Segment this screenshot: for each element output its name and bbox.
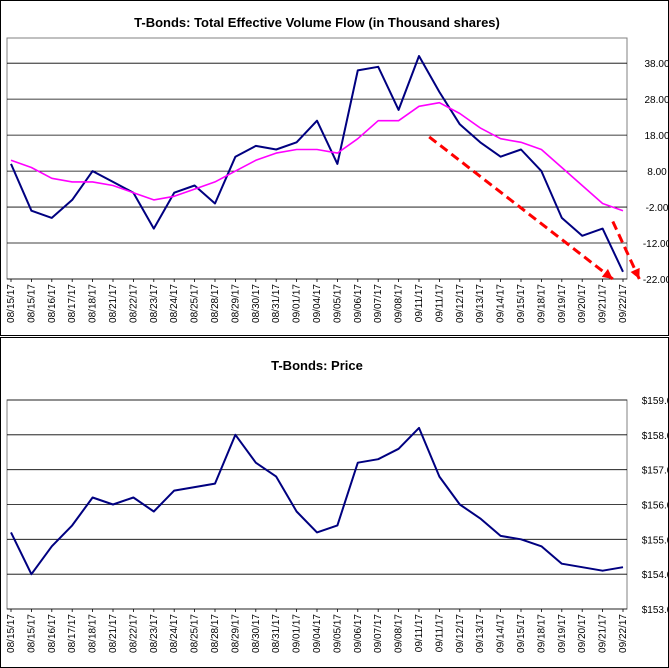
volume-x-tick-label: 09/20/17 (577, 284, 588, 323)
price-chart-panel: T-Bonds: Price $153.0 $154.0 $155.0 $156.0 $1… (0, 337, 669, 668)
price-x-tick-label: 09/12/17 (455, 614, 466, 653)
volume-x-tick-label: 09/18/17 (536, 284, 547, 323)
price-y-tick-label: $157.0 (642, 466, 668, 477)
volume-x-tick-label: 09/15/17 (516, 284, 527, 323)
price-y-tick-label: $159.0 (642, 396, 668, 407)
price-x-tick-label: 09/14/17 (496, 614, 507, 653)
price-x-tick-label: 08/25/17 (190, 614, 201, 653)
volume-x-tick-label: 08/16/17 (47, 284, 58, 323)
volume-x-tick-label: 09/14/17 (496, 284, 507, 323)
price-x-tick-label: 09/04/17 (312, 614, 323, 653)
volume-trend-arrow-head (630, 267, 640, 279)
volume-x-tick-label: 08/21/17 (108, 284, 119, 323)
volume-x-tick-label: 09/04/17 (312, 284, 323, 323)
price-x-tick-label: 08/16/17 (47, 614, 58, 653)
volume-x-tick-label: 09/13/17 (475, 284, 486, 323)
price-x-tick-label: 09/19/17 (557, 614, 568, 653)
price-x-tick-label: 09/07/17 (373, 614, 384, 653)
price-x-tick-label: 09/21/17 (598, 614, 609, 653)
volume-flow-chart: T-Bonds: Total Effective Volume Flow (in… (6, 15, 668, 323)
volume-x-tick-label: 08/25/17 (190, 284, 201, 323)
price-y-tick-label: $156.0 (642, 501, 668, 512)
price-x-tick-label: 09/20/17 (577, 614, 588, 653)
volume-x-tick-label: 08/17/17 (67, 284, 78, 323)
price-x-tick-label: 08/15/17 (26, 614, 37, 653)
price-x-tick-label: 09/13/17 (475, 614, 486, 653)
price-y-tick-label: $154.0 (642, 570, 668, 581)
price-x-tick-label: 08/17/17 (67, 614, 78, 653)
volume-title: T-Bonds: Total Effective Volume Flow (in… (134, 15, 500, 30)
volume-trend-arrow-line (428, 135, 614, 281)
volume-x-tick-label: 09/07/17 (373, 284, 384, 323)
price-x-tick-label: 09/18/17 (536, 614, 547, 653)
volume-x-tick-label: 08/15/17 (26, 284, 37, 323)
price-x-tick-label: 08/23/17 (149, 614, 160, 653)
price-x-tick-label: 09/11/17 (434, 614, 445, 653)
volume-trend-arrow-head (601, 268, 613, 279)
price-x-tick-label: 09/06/17 (353, 614, 364, 653)
volume-y-tick-label: -2.00 (646, 203, 668, 214)
volume-x-tick-label: 08/24/17 (169, 284, 180, 323)
price-x-tick-label: 09/01/17 (292, 614, 303, 653)
volume-x-tick-label: 08/15/17 (6, 284, 17, 323)
volume-x-tick-label: 08/31/17 (271, 284, 282, 323)
volume-x-tick-label: 08/22/17 (128, 284, 139, 323)
volume-x-tick-label: 09/22/17 (618, 284, 629, 323)
volume-trend-arrow-line (611, 220, 641, 280)
volume-x-tick-label: 09/11/17 (414, 284, 425, 323)
price-x-tick-label: 09/05/17 (332, 614, 343, 653)
volume-x-tick-label: 09/06/17 (353, 284, 364, 323)
volume-y-tick-label: 18.00 (644, 131, 668, 142)
volume-y-tick-label: 38.00 (644, 59, 668, 70)
price-x-tick-label: 09/15/17 (516, 614, 527, 653)
price-x-tick-label: 08/22/17 (128, 614, 139, 653)
volume-x-tick-label: 08/23/17 (149, 284, 160, 323)
price-x-tick-label: 08/21/17 (108, 614, 119, 653)
volume-x-tick-label: 08/30/17 (251, 284, 262, 323)
price-y-tick-label: $153.0 (642, 605, 668, 616)
price-chart: T-Bonds: Price $153.0 $154.0 $155.0 $156.0 $1… (6, 358, 668, 653)
volume-series-line-1 (10, 55, 624, 273)
volume-x-tick-label: 09/01/17 (292, 284, 303, 323)
volume-x-tick-label: 09/08/17 (394, 284, 405, 323)
volume-flow-chart-panel: T-Bonds: Total Effective Volume Flow (in… (0, 0, 669, 336)
price-x-tick-label: 09/11/17 (414, 614, 425, 653)
price-title: T-Bonds: Price (271, 358, 363, 373)
price-x-tick-label: 08/28/17 (210, 614, 221, 653)
volume-x-tick-label: 09/21/17 (598, 284, 609, 323)
volume-x-tick-label: 09/05/17 (332, 284, 343, 323)
price-y-tick-label: $158.0 (642, 431, 668, 442)
price-x-tick-label: 08/24/17 (169, 614, 180, 653)
volume-x-tick-label: 08/29/17 (230, 284, 241, 323)
volume-x-tick-label: 09/12/17 (455, 284, 466, 323)
volume-y-tick-label: 8.00 (647, 167, 667, 178)
price-x-tick-label: 08/30/17 (251, 614, 262, 653)
price-x-tick-label: 08/29/17 (230, 614, 241, 653)
volume-y-tick-label: 28.00 (644, 95, 668, 106)
volume-series-line-2 (10, 101, 624, 212)
price-x-tick-label: 08/31/17 (271, 614, 282, 653)
price-x-tick-label: 08/15/17 (6, 614, 17, 653)
price-x-tick-label: 09/22/17 (618, 614, 629, 653)
price-series-line-1 (10, 426, 624, 576)
price-x-tick-label: 08/18/17 (88, 614, 99, 653)
volume-x-tick-label: 09/19/17 (557, 284, 568, 323)
volume-x-tick-label: 08/18/17 (88, 284, 99, 323)
price-x-tick-label: 09/08/17 (394, 614, 405, 653)
volume-x-tick-label: 09/11/17 (434, 284, 445, 323)
price-y-tick-label: $155.0 (642, 535, 668, 546)
volume-y-tick-label: -22.00 (643, 275, 668, 286)
volume-x-tick-label: 08/28/17 (210, 284, 221, 323)
volume-y-tick-label: -12.00 (643, 239, 668, 250)
